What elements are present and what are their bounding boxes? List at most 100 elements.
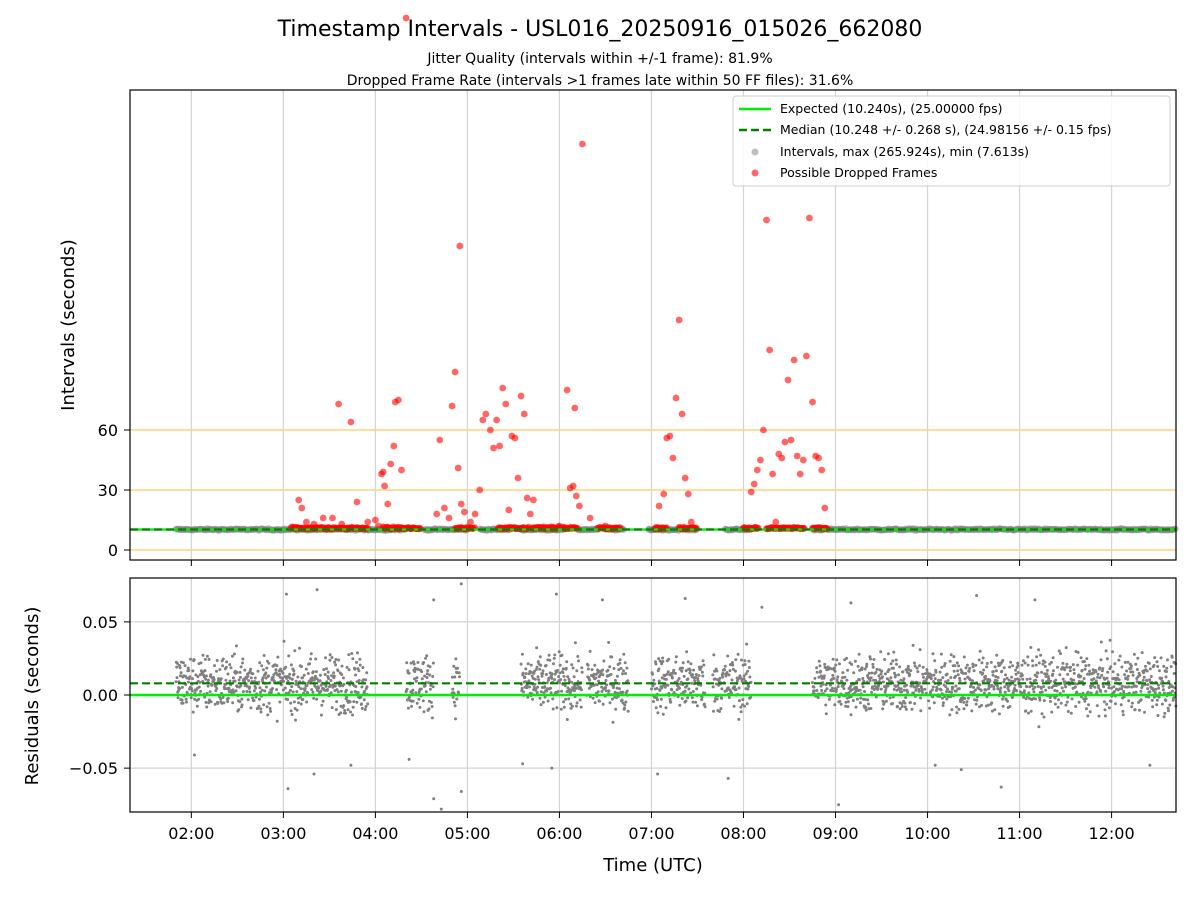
residual-point bbox=[356, 651, 359, 655]
residual-point bbox=[1020, 663, 1024, 667]
residual-point bbox=[1051, 669, 1055, 673]
residual-point bbox=[1017, 678, 1021, 682]
residual-point bbox=[354, 673, 357, 677]
x-axis-label: Time (UTC) bbox=[602, 855, 703, 876]
residual-point bbox=[567, 697, 571, 701]
residual-point bbox=[539, 690, 543, 694]
residual-point bbox=[720, 696, 724, 700]
residual-point bbox=[652, 678, 656, 682]
residual-point bbox=[685, 684, 689, 688]
residual-point bbox=[329, 683, 332, 687]
residual-point bbox=[526, 695, 530, 699]
residual-point bbox=[954, 674, 958, 678]
residual-point bbox=[175, 676, 179, 680]
residual-point bbox=[210, 683, 214, 687]
residual-point bbox=[1057, 698, 1060, 702]
residual-point bbox=[358, 663, 362, 667]
residual-point bbox=[288, 672, 292, 676]
dropped-frame-point bbox=[815, 454, 822, 462]
residual-point bbox=[742, 674, 746, 678]
residual-point bbox=[580, 666, 584, 670]
residual-point bbox=[569, 680, 573, 684]
dropped-frame-point bbox=[390, 442, 398, 450]
residual-point bbox=[682, 674, 686, 678]
residual-point bbox=[553, 678, 556, 682]
residual-point bbox=[310, 676, 314, 680]
residual-point bbox=[334, 658, 338, 661]
residual-point bbox=[554, 592, 558, 596]
dropped-frame-point bbox=[476, 486, 484, 494]
residual-point bbox=[895, 688, 899, 692]
residual-point bbox=[192, 753, 196, 757]
residual-point bbox=[232, 652, 236, 656]
residual-point bbox=[845, 678, 849, 682]
residual-point bbox=[204, 674, 208, 678]
residual-point bbox=[293, 707, 297, 710]
residual-point bbox=[1061, 661, 1065, 665]
residual-point bbox=[203, 669, 207, 673]
residual-point bbox=[703, 705, 707, 709]
residual-point bbox=[625, 666, 629, 670]
residual-point bbox=[1005, 676, 1009, 680]
residual-point bbox=[1007, 678, 1011, 682]
dropped-frame-point bbox=[556, 522, 563, 530]
residual-point bbox=[833, 669, 837, 673]
residual-point bbox=[432, 598, 436, 602]
residual-point bbox=[849, 713, 853, 717]
dropped-frame-point bbox=[586, 514, 594, 522]
residual-point bbox=[929, 677, 933, 681]
residual-point bbox=[901, 679, 905, 683]
residual-point bbox=[593, 663, 597, 667]
residual-point bbox=[954, 684, 958, 688]
residual-point bbox=[610, 697, 614, 701]
residual-point bbox=[822, 676, 826, 680]
residual-point bbox=[1064, 646, 1068, 650]
residual-point bbox=[979, 689, 983, 692]
residual-point bbox=[612, 667, 616, 670]
residual-point bbox=[1092, 677, 1096, 681]
residual-point bbox=[1132, 691, 1136, 695]
residual-point bbox=[1110, 686, 1113, 690]
residual-point bbox=[187, 680, 190, 684]
residual-point bbox=[1099, 640, 1103, 644]
residual-point bbox=[914, 688, 918, 692]
residual-point bbox=[339, 711, 343, 715]
residual-point bbox=[1150, 698, 1154, 702]
residual-point bbox=[1043, 660, 1047, 664]
residual-point bbox=[1052, 684, 1056, 688]
dropped-frame-point bbox=[818, 466, 826, 474]
residual-point bbox=[749, 695, 753, 699]
residual-point bbox=[406, 706, 410, 710]
residual-point bbox=[1047, 686, 1051, 690]
residual-point bbox=[289, 709, 293, 713]
residual-point bbox=[900, 705, 904, 708]
legend-median-label: Median (10.248 +/- 0.268 s), (24.98156 +… bbox=[780, 122, 1111, 137]
residual-point bbox=[265, 705, 269, 709]
residual-point bbox=[970, 679, 974, 683]
residual-point bbox=[868, 679, 872, 682]
residual-point bbox=[943, 662, 947, 665]
residual-point bbox=[1114, 702, 1117, 706]
residual-point bbox=[1042, 715, 1046, 719]
residual-point bbox=[336, 690, 340, 694]
residual-point bbox=[686, 660, 690, 664]
residual-point bbox=[1158, 691, 1162, 695]
dropped-frame-point bbox=[750, 480, 758, 488]
residual-point bbox=[1082, 677, 1086, 680]
residual-point bbox=[700, 695, 704, 699]
residual-point bbox=[360, 702, 364, 706]
residual-point bbox=[1105, 657, 1109, 661]
residual-point bbox=[1033, 598, 1037, 602]
dropped-frame-point bbox=[375, 522, 382, 530]
residual-point bbox=[681, 666, 684, 670]
residual-point bbox=[942, 664, 946, 668]
residual-point bbox=[930, 688, 934, 692]
residual-point bbox=[1082, 697, 1086, 701]
residual-point bbox=[418, 705, 422, 709]
x-tick-label: 06:00 bbox=[536, 824, 582, 843]
residual-point bbox=[739, 705, 743, 709]
residual-point bbox=[683, 689, 687, 693]
residual-point bbox=[538, 696, 542, 700]
dropped-frame-point bbox=[799, 456, 807, 464]
residual-point bbox=[278, 672, 282, 676]
